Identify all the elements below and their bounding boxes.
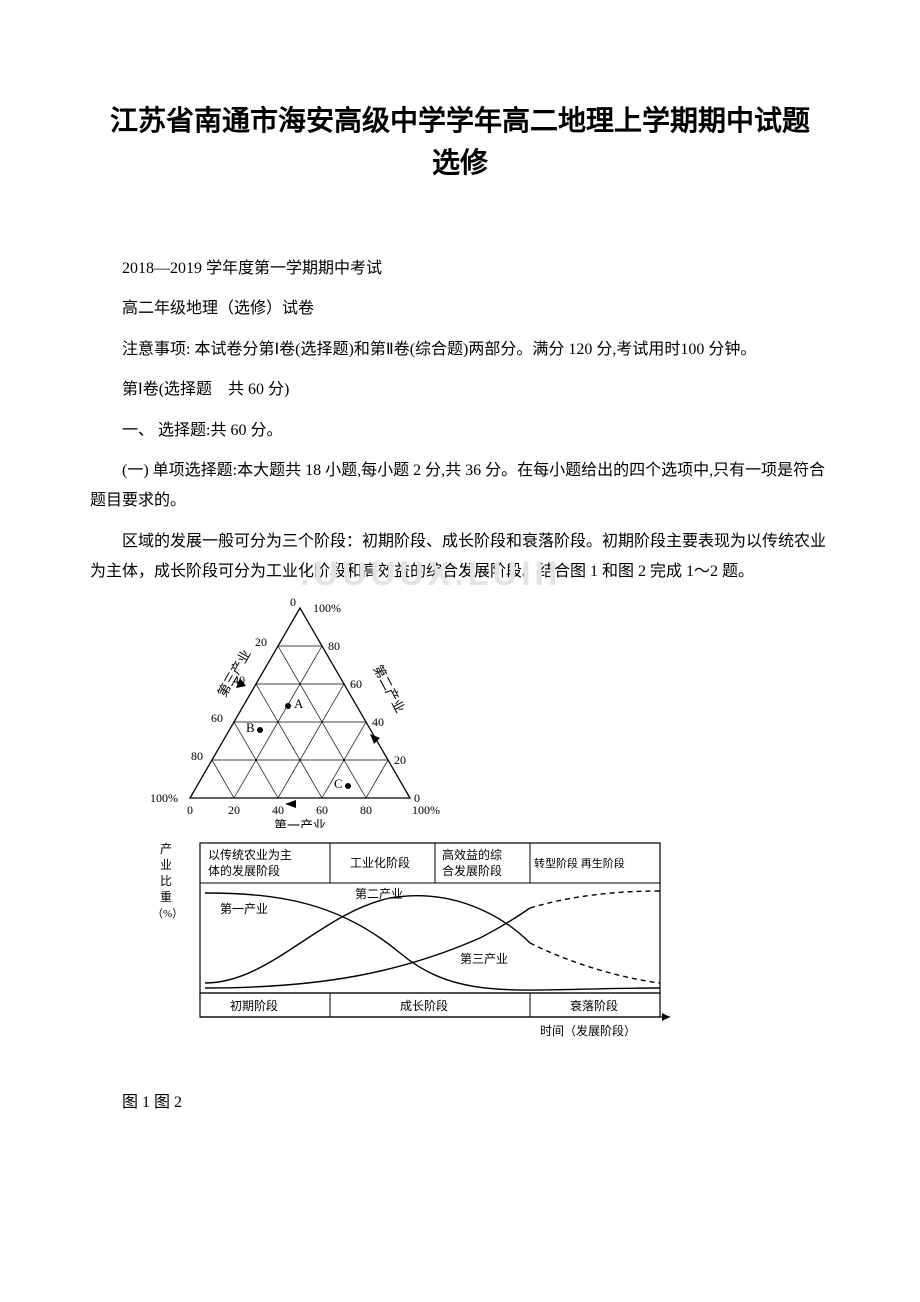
fig2-stage: 工业化阶段: [350, 855, 410, 870]
fig2-stage: 合发展阶段: [442, 863, 502, 878]
fig2-series-2: 第二产业: [355, 887, 403, 901]
figure-2-stage-chart: 以传统农业为主 体的发展阶段 工业化阶段 高效益的综 合发展阶段 转型阶段 再生…: [150, 833, 690, 1053]
fig1-tick: 40: [272, 803, 284, 817]
fig1-tick: 100%: [313, 601, 341, 615]
fig2-series-3: 第三产业: [460, 952, 508, 966]
fig2-ylabel: 重: [160, 890, 172, 904]
fig2-ylabel: 产: [160, 842, 172, 856]
fig2-stage: 以传统农业为主: [208, 847, 292, 862]
fig1-tick: 100%: [150, 791, 178, 805]
fig1-axis-bottom: 第一产业: [274, 818, 326, 828]
exam-subject: 高二年级地理（选修）试卷: [90, 294, 830, 324]
fig2-stage: 高效益的综: [442, 847, 502, 862]
fig1-tick: 20: [394, 753, 406, 767]
figure-caption: 图 1 图 2: [90, 1088, 830, 1112]
figure-1-ternary: 0 20 40 60 80 100% 100% 80 60 40 20 0 0 …: [150, 598, 450, 828]
fig1-point-a: A: [294, 696, 304, 711]
fig2-stage: 转型阶段 再生阶段: [534, 856, 625, 870]
figures-block: 0 20 40 60 80 100% 100% 80 60 40 20 0 0 …: [150, 598, 830, 1058]
fig1-axis-right: 第二产业: [370, 662, 408, 715]
fig1-tick: 0: [290, 598, 296, 609]
fig2-bottom-stage: 初期阶段: [230, 998, 278, 1013]
fig2-series-1: 第一产业: [220, 902, 268, 916]
exam-year: 2018—2019 学年度第一学期期中考试: [90, 254, 830, 284]
fig1-tick: 80: [191, 749, 203, 763]
fig2-bottom-stage: 成长阶段: [400, 998, 448, 1013]
fig1-tick: 20: [228, 803, 240, 817]
subsection-heading: (一) 单项选择题:本大题共 18 小题,每小题 2 分,共 36 分。在每小题…: [90, 456, 830, 517]
title-line-2: 选修: [432, 147, 488, 178]
section-heading: 一、 选择题:共 60 分。: [90, 416, 830, 446]
fig1-point-c: C: [334, 776, 343, 791]
fig1-tick: 60: [350, 677, 362, 691]
question-intro: 区域的发展一般可分为三个阶段：初期阶段、成长阶段和衰落阶段。初期阶段主要表现为以…: [90, 527, 830, 588]
fig1-tick: 60: [316, 803, 328, 817]
exam-notice: 注意事项: 本试卷分第Ⅰ卷(选择题)和第Ⅱ卷(综合题)两部分。满分 120 分,…: [90, 335, 830, 365]
fig1-tick: 0: [187, 803, 193, 817]
fig1-tick: 60: [211, 711, 223, 725]
fig2-ylabel: 业: [160, 858, 172, 872]
fig2-yunit: （%）: [152, 907, 183, 920]
fig1-tick: 80: [360, 803, 372, 817]
fig1-point-b: B: [246, 720, 255, 735]
fig2-stage: 体的发展阶段: [208, 863, 280, 878]
fig1-tick: 40: [372, 715, 384, 729]
fig1-tick: 80: [328, 639, 340, 653]
fig2-bottom-stage: 衰落阶段: [570, 998, 618, 1013]
page-title: 江苏省南通市海安高级中学学年高二地理上学期期中试题 选修: [90, 100, 830, 184]
fig2-ylabel: 比: [160, 874, 172, 888]
fig2-xlabel: 时间（发展阶段）: [540, 1023, 636, 1038]
fig1-tick: 100%: [412, 803, 440, 817]
part1-heading: 第Ⅰ卷(选择题 共 60 分): [90, 375, 830, 405]
fig1-tick: 20: [255, 635, 267, 649]
title-line-1: 江苏省南通市海安高级中学学年高二地理上学期期中试题: [110, 105, 810, 136]
fig1-axis-left: 第三产业: [215, 646, 254, 699]
